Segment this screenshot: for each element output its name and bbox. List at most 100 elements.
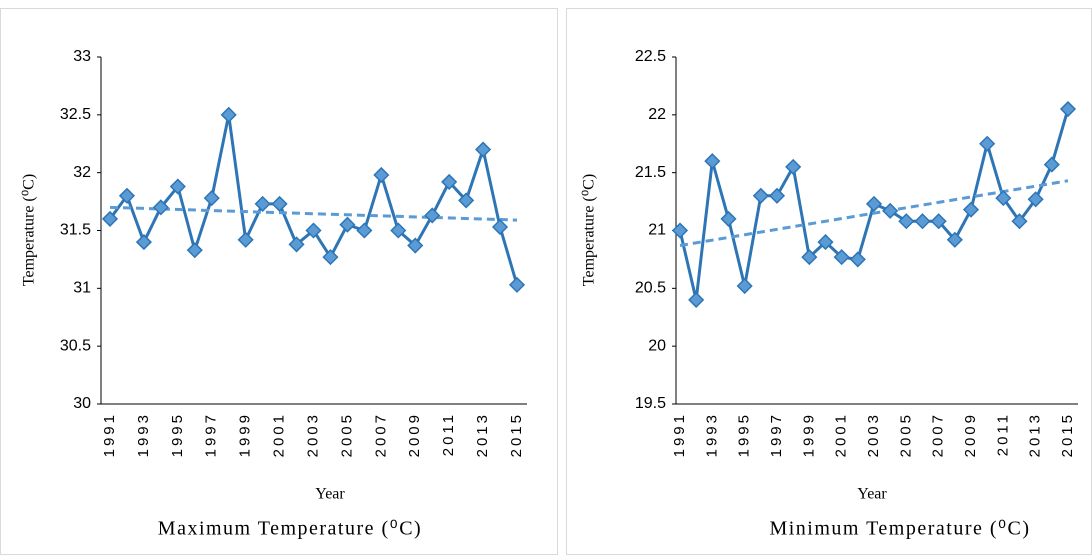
marker [720, 210, 737, 227]
marker [1011, 213, 1028, 230]
x-tick-label: 2015 [1059, 412, 1076, 457]
x-tick-label: 1995 [736, 412, 753, 457]
y-tick-label: 21.5 [635, 164, 666, 181]
marker [1027, 191, 1044, 208]
marker [1059, 100, 1077, 118]
marker [458, 192, 475, 209]
x-tick-label: 1999 [800, 412, 817, 457]
y-tick-label: 30 [73, 395, 91, 412]
marker [135, 234, 152, 251]
x-axis-label: Year [315, 486, 345, 503]
marker [101, 210, 119, 227]
marker [118, 187, 136, 204]
marker [356, 222, 373, 239]
trendline [679, 179, 1069, 248]
marker [979, 135, 996, 152]
y-tick-label: 22.5 [635, 48, 666, 65]
marker [220, 106, 237, 123]
marker [424, 207, 441, 224]
x-tick-label: 2003 [304, 412, 321, 457]
marker [768, 187, 786, 204]
y-tick-label: 20.5 [635, 280, 666, 297]
y-tick-label: 21 [648, 222, 666, 239]
marker [186, 242, 203, 259]
chart-title: Minimum Temperature (⁰C) [769, 518, 1030, 540]
y-tick-label: 30.5 [60, 337, 91, 354]
data-line [108, 114, 519, 286]
y-axis-label: Temperature (⁰C) [581, 174, 598, 286]
marker [671, 222, 689, 239]
y-tick-label: 31.5 [60, 222, 91, 239]
marker [237, 231, 254, 248]
marker [752, 187, 769, 204]
marker [373, 166, 390, 184]
x-tick-label: 2009 [406, 412, 423, 457]
marker [801, 249, 818, 266]
marker [688, 291, 705, 308]
marker [946, 231, 963, 248]
marker [785, 158, 802, 175]
x-tick-label: 1997 [768, 412, 785, 457]
marker [305, 222, 322, 239]
marker [288, 236, 305, 253]
y-tick-label: 31 [73, 280, 91, 297]
x-tick-label: 1997 [203, 412, 220, 457]
marker [995, 190, 1012, 207]
y-tick-label: 20 [648, 337, 666, 354]
marker [882, 202, 899, 219]
x-tick-label: 1993 [703, 412, 720, 457]
y-tick-label: 19.5 [635, 395, 666, 412]
marker [271, 195, 288, 212]
x-axis-label: Year [857, 486, 887, 503]
marker [390, 222, 407, 239]
x-tick-label: 2001 [833, 412, 850, 457]
x-tick-label: 2003 [865, 412, 882, 457]
x-tick-label: 2007 [930, 412, 947, 457]
marker [441, 173, 458, 190]
x-tick-label: 2005 [338, 412, 355, 457]
marker [898, 213, 915, 230]
y-axis-label: Temperature (⁰C) [21, 174, 38, 286]
x-tick-label: 2009 [962, 412, 979, 457]
marker [254, 195, 271, 212]
marker [914, 213, 931, 230]
x-tick-label: 2015 [508, 412, 525, 457]
marker [169, 178, 186, 195]
y-tick-label: 32.5 [60, 106, 91, 123]
x-tick-label: 2011 [440, 412, 457, 456]
marker [704, 153, 721, 170]
x-tick-label: 2007 [372, 412, 389, 457]
y-tick-label: 22 [648, 106, 666, 123]
marker [339, 216, 356, 233]
x-tick-label: 1999 [237, 412, 254, 457]
y-tick-label: 32 [73, 164, 91, 181]
marker [736, 277, 753, 295]
marker [152, 199, 169, 216]
x-tick-label: 1991 [671, 412, 688, 457]
marker [1043, 156, 1060, 173]
marker [817, 234, 834, 251]
x-tick-label: 1993 [135, 412, 152, 457]
marker [930, 213, 947, 230]
x-tick-label: 2005 [897, 412, 914, 457]
marker [833, 249, 850, 266]
marker [407, 237, 424, 254]
x-tick-label: 2013 [1027, 412, 1044, 457]
marker [849, 251, 866, 268]
trendline [109, 205, 518, 222]
marker [962, 201, 980, 218]
x-tick-label: 1991 [101, 412, 118, 457]
x-tick-label: 2011 [994, 412, 1011, 456]
y-tick-label: 33 [73, 48, 91, 65]
x-tick-label: 1995 [169, 412, 186, 457]
marker [491, 218, 509, 236]
x-tick-label: 2013 [474, 412, 491, 457]
marker [475, 141, 492, 158]
marker [322, 249, 339, 266]
marker [203, 190, 220, 207]
marker [508, 276, 526, 293]
chart-title: Maximum Temperature (⁰C) [158, 518, 422, 540]
marker [865, 195, 883, 212]
x-tick-label: 2001 [271, 412, 288, 457]
